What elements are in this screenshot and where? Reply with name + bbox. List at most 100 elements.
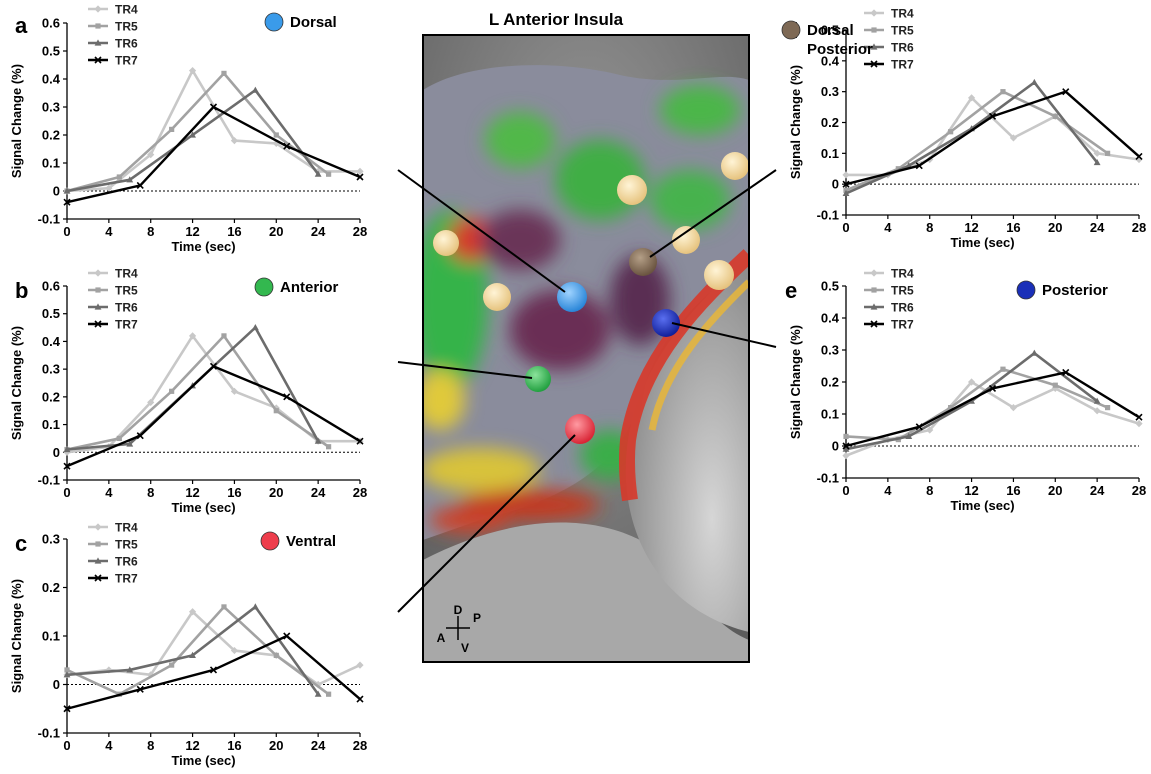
roi-sphere-other [433, 230, 459, 256]
legend-swatch-marker [871, 27, 877, 33]
data-point [314, 680, 322, 689]
x-tick-label: 0 [842, 483, 849, 498]
roi-sphere-posterior [652, 309, 680, 337]
data-point [221, 70, 227, 76]
legend: TR4 TR5 TR6 TR7 [864, 7, 914, 72]
y-tick-label: 0.3 [42, 362, 60, 377]
legend-swatch-marker [94, 269, 102, 277]
series-line [845, 380, 1140, 457]
data-point [147, 398, 155, 406]
legend-entry-tr7: TR7 [864, 318, 914, 332]
data-point [326, 444, 332, 450]
y-tick-label: 0.3 [42, 532, 60, 547]
legend-label: TR4 [891, 267, 914, 281]
data-point [63, 198, 71, 206]
data-point [948, 405, 954, 411]
compass-ventral-label: V [461, 641, 469, 655]
panel-label: c [15, 531, 27, 556]
data-point [1062, 368, 1070, 376]
legend-label: TR4 [115, 521, 138, 535]
data-point [230, 387, 239, 395]
brain-frame [422, 34, 750, 663]
data-point [221, 604, 227, 610]
data-point [116, 174, 122, 180]
legend-label: TR7 [115, 318, 138, 332]
legend-label: TR4 [891, 7, 914, 21]
y-tick-label: 0.4 [821, 53, 840, 68]
legend-swatch-marker [94, 557, 102, 564]
x-tick-label: 24 [1090, 483, 1105, 498]
data-point [273, 652, 279, 658]
legend-label: TR7 [115, 572, 138, 586]
region-tag: Dorsal Posterior [781, 20, 873, 58]
region-color-dot [264, 12, 284, 32]
x-tick-label: 4 [884, 483, 892, 498]
x-tick-label: 8 [147, 224, 154, 239]
data-point [169, 388, 175, 394]
data-point [63, 671, 71, 678]
legend-entry-tr4: TR4 [864, 7, 914, 21]
legend-entry-tr6: TR6 [88, 37, 138, 51]
data-point [1135, 152, 1143, 160]
legend-label: TR6 [891, 301, 914, 315]
legend-label: TR6 [891, 41, 914, 55]
legend-entry-tr7: TR7 [864, 58, 914, 72]
y-tick-label: 0.1 [821, 146, 839, 161]
data-point [63, 462, 71, 470]
data-point [356, 437, 364, 445]
data-point [209, 103, 218, 111]
legend-entry-tr5: TR5 [864, 284, 914, 298]
x-tick-label: 4 [105, 485, 113, 500]
series-line [66, 605, 320, 695]
region-color-dot [781, 20, 801, 40]
series-line [66, 334, 330, 451]
data-point [126, 176, 134, 183]
x-tick-label: 12 [964, 483, 978, 498]
data-point [126, 666, 134, 673]
data-point [1093, 397, 1101, 404]
region-name: Dorsal [290, 14, 337, 31]
x-tick-label: 0 [842, 220, 849, 235]
y-tick-label: 0.4 [42, 72, 61, 87]
connector-line-anterior [397, 361, 533, 379]
y-axis-label: Signal Change (%) [788, 325, 803, 439]
data-point [126, 440, 134, 447]
legend-swatch-marker [95, 23, 101, 29]
data-point [283, 632, 291, 640]
y-tick-label: 0.2 [821, 115, 839, 130]
y-tick-label: 0.3 [42, 100, 60, 115]
roi-sphere-other [617, 175, 647, 205]
y-tick-label: 0.2 [42, 580, 60, 595]
region-name: Ventral [286, 533, 336, 550]
legend-label: TR5 [891, 24, 914, 38]
connector-line-dorsal [397, 169, 566, 293]
legend-label: TR7 [891, 58, 914, 72]
legend-entry-tr4: TR4 [864, 267, 914, 281]
y-tick-label: 0.4 [42, 334, 61, 349]
region-color-dot [260, 531, 280, 551]
x-tick-label: 8 [147, 485, 154, 500]
y-tick-label: 0 [832, 177, 839, 192]
x-tick-label: 28 [1132, 220, 1146, 235]
x-tick-label: 12 [185, 485, 199, 500]
data-point [1135, 155, 1143, 164]
y-tick-label: 0.3 [821, 343, 839, 358]
brain-panel: L Anterior Insula D A P V [397, 10, 777, 663]
data-point [283, 393, 291, 401]
data-point [230, 646, 239, 655]
y-tick-label: 0.3 [821, 84, 839, 99]
y-tick-label: 0.2 [821, 375, 839, 390]
x-tick-label: 16 [227, 485, 241, 500]
connector-lines [397, 169, 777, 613]
region-color-dot [254, 277, 274, 297]
region-tag: Posterior [1016, 280, 1108, 300]
data-point [356, 173, 364, 181]
y-axis-label: Signal Change (%) [9, 326, 24, 440]
data-point [1135, 420, 1143, 428]
x-tick-label: 24 [311, 224, 326, 239]
data-point [1030, 78, 1038, 86]
x-tick-label: 20 [1048, 483, 1062, 498]
series-tr6 [63, 323, 322, 453]
